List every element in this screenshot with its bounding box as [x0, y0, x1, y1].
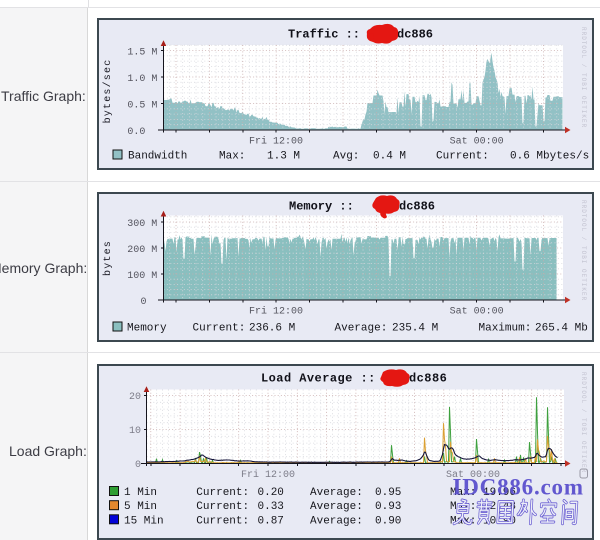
svg-text:Maximum:: Maximum:: [479, 323, 532, 335]
svg-text:bytes: bytes: [102, 240, 114, 276]
svg-text:0.6 Mbytes/s: 0.6 Mbytes/s: [510, 151, 589, 163]
svg-text:Sat 00:00: Sat 00:00: [446, 470, 500, 481]
svg-text:Fri 12:00: Fri 12:00: [249, 136, 303, 148]
svg-text:Average:: Average:: [310, 487, 363, 499]
svg-text:Fri 12:00: Fri 12:00: [241, 469, 295, 481]
svg-text:0.93: 0.93: [375, 501, 401, 513]
svg-text:Max:: Max:: [219, 151, 245, 163]
svg-text:Current:: Current:: [196, 501, 249, 513]
svg-text:19.96: 19.96: [483, 487, 516, 499]
svg-text:dc886: dc886: [397, 28, 433, 42]
svg-text:0: 0: [135, 460, 141, 471]
svg-text:IDC886.com: IDC886.com: [453, 475, 584, 500]
svg-text:Sat 00:00: Sat 00:00: [450, 137, 504, 148]
svg-text:235.4 M: 235.4 M: [392, 323, 438, 335]
svg-text:0.87: 0.87: [258, 515, 284, 527]
svg-text:1.0 M: 1.0 M: [127, 74, 157, 85]
svg-text:0.4 M: 0.4 M: [373, 151, 406, 163]
svg-text:1.3 M: 1.3 M: [267, 151, 300, 163]
svg-text:Bandwidth: Bandwidth: [128, 151, 187, 163]
svg-text:Sat 00:00: Sat 00:00: [450, 307, 504, 318]
svg-text:0.90: 0.90: [375, 515, 401, 527]
svg-text:Average:: Average:: [310, 501, 363, 513]
svg-text:RRDTOOL / TOBI OETIKER: RRDTOOL / TOBI OETIKER: [580, 27, 587, 128]
svg-text:RRDTOOL / TOBI OETIKER: RRDTOOL / TOBI OETIKER: [580, 372, 587, 473]
svg-text:265.4 Mb: 265.4 Mb: [535, 323, 588, 335]
svg-text:Avg:: Avg:: [333, 151, 359, 163]
svg-text:10: 10: [129, 426, 141, 437]
svg-text:1.5 M: 1.5 M: [127, 47, 157, 58]
svg-text:0.33: 0.33: [258, 501, 284, 513]
svg-text:100 M: 100 M: [127, 271, 157, 282]
svg-text:0.95: 0.95: [375, 487, 401, 499]
svg-text:0.5 M: 0.5 M: [127, 100, 157, 111]
svg-text:RRDTOOL / TOBI OETIKER: RRDTOOL / TOBI OETIKER: [580, 200, 587, 301]
svg-text:Current:: Current:: [196, 515, 249, 527]
svg-text:15 Min: 15 Min: [124, 515, 164, 527]
svg-text:1 Min: 1 Min: [124, 487, 157, 499]
svg-text:Traffic ::: Traffic ::: [288, 28, 360, 42]
svg-text:Memory: Memory: [127, 323, 167, 335]
svg-text:300 M: 300 M: [127, 219, 157, 230]
svg-text:Average:: Average:: [310, 515, 363, 527]
svg-text:bytes/sec: bytes/sec: [102, 59, 114, 124]
svg-text:236.6 M: 236.6 M: [249, 323, 295, 335]
svg-text:Average:: Average:: [335, 323, 388, 335]
svg-text:Current:: Current:: [196, 487, 249, 499]
svg-text:0: 0: [141, 297, 147, 308]
svg-text:Max:: Max:: [450, 487, 476, 499]
svg-text:Fri 12:00: Fri 12:00: [249, 306, 303, 318]
svg-text:Load Average ::: Load Average ::: [261, 372, 376, 386]
svg-text:200 M: 200 M: [127, 245, 157, 256]
svg-text:Current:: Current:: [193, 323, 246, 335]
svg-text:Memory ::: Memory ::: [289, 200, 354, 214]
svg-text:dc886: dc886: [399, 200, 435, 214]
svg-text:5 Min: 5 Min: [124, 501, 157, 513]
svg-text:20: 20: [129, 392, 141, 403]
svg-text:0.20: 0.20: [258, 487, 284, 499]
svg-text:Current:: Current:: [436, 151, 489, 163]
svg-text:0.0: 0.0: [127, 127, 145, 138]
svg-text:dc886: dc886: [409, 372, 447, 386]
